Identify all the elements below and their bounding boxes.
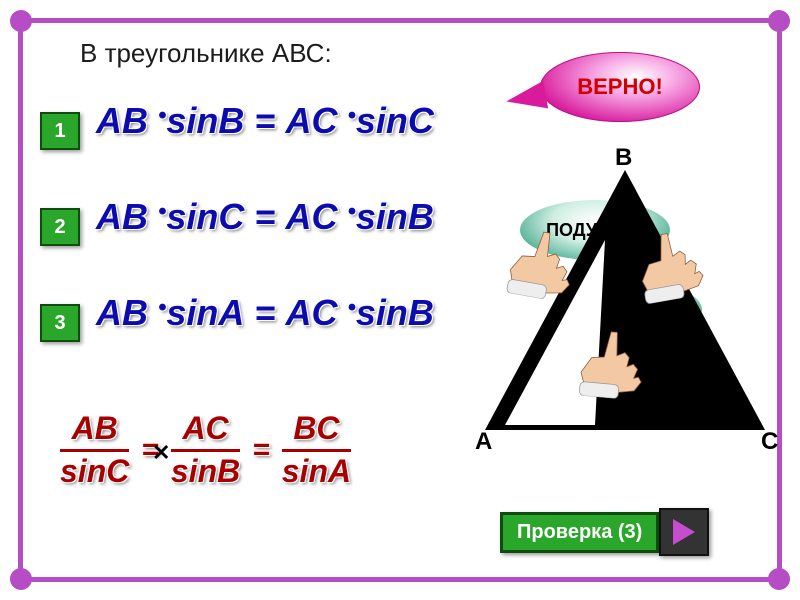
vertex-label-c: С (761, 428, 778, 456)
triangle-svg (485, 170, 775, 450)
option-button-1[interactable]: 1 (40, 112, 80, 150)
fraction-2: AC sinB (171, 412, 240, 488)
option-number: 3 (54, 312, 65, 335)
vertex-label-a: A (475, 428, 492, 456)
option-button-2[interactable]: 2 (40, 208, 80, 246)
play-button[interactable] (659, 508, 709, 556)
frac-numerator: BC (293, 412, 339, 446)
play-icon (673, 519, 695, 545)
fraction-bar-icon (60, 449, 129, 452)
option-button-3[interactable]: 3 (40, 304, 80, 342)
cross-arrows-icon: ✕ (152, 440, 170, 466)
proverka-group: Проверка (3) (500, 508, 709, 556)
equation-3: AB •sinA = AC •sinB (96, 292, 434, 334)
frac-denominator: sinC (60, 455, 129, 489)
vertex-label-b: В (615, 144, 632, 172)
equation-2: AB •sinC = AC •sinB (96, 196, 434, 238)
proverka-label: Проверка (517, 521, 612, 543)
feedback-bubble-correct: ВЕРНО! (540, 52, 700, 122)
frame-corner-icon (10, 568, 32, 590)
triangle-diagram: A В С (485, 170, 775, 455)
equals-icon: = (252, 433, 270, 467)
proverka-button[interactable]: Проверка (3) (500, 512, 659, 553)
law-of-sines: AB sinC = AC sinB = BC sinA (60, 412, 351, 488)
equation-1: AB •sinB = AC •sinC (96, 100, 434, 142)
fraction-1: AB sinC (60, 412, 129, 488)
frame-corner-icon (10, 10, 32, 32)
proverka-count: 3 (625, 521, 636, 543)
frame-corner-icon (768, 568, 790, 590)
frac-denominator: sinB (171, 455, 240, 489)
frac-denominator: sinA (282, 455, 351, 489)
frame-corner-icon (768, 10, 790, 32)
frac-numerator: AC (182, 412, 228, 446)
fraction-bar-icon (282, 449, 351, 452)
fraction-3: BC sinA (282, 412, 351, 488)
page-title: В треугольнике АВС: (80, 38, 332, 69)
option-number: 1 (54, 120, 65, 143)
fraction-bar-icon (171, 449, 240, 452)
frac-numerator: AB (72, 412, 118, 446)
slide-stage: В треугольнике АВС: 1 AB •sinB = AC •sin… (0, 0, 800, 600)
option-number: 2 (54, 216, 65, 239)
bubble-text: ВЕРНО! (577, 74, 663, 100)
